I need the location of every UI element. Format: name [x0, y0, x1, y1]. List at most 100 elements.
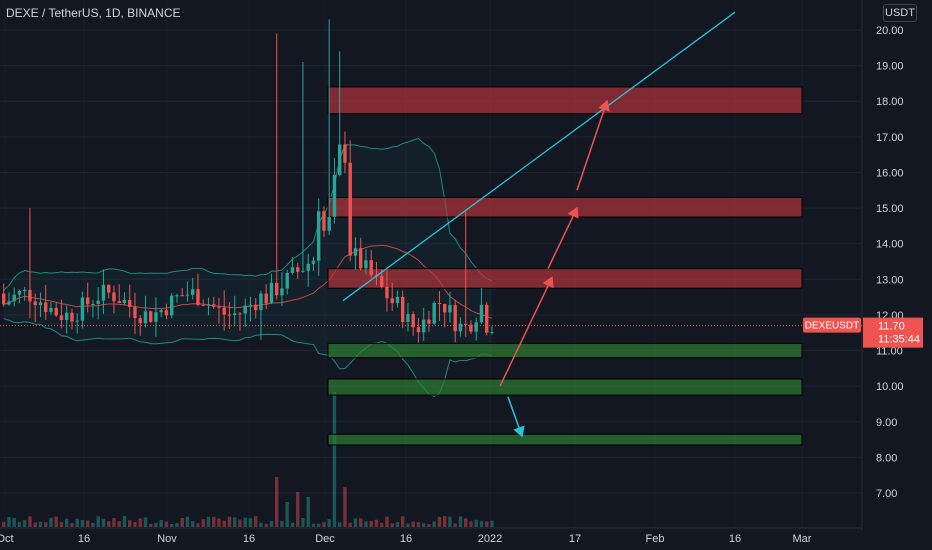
volume-bar: [453, 523, 457, 527]
candle-body: [180, 295, 184, 297]
volume-bar: [380, 522, 384, 527]
volume-bar: [474, 519, 478, 527]
candle-body: [227, 314, 232, 316]
y-tick-label: 20.00: [876, 25, 904, 37]
x-tick-label: Nov: [157, 533, 177, 545]
volume-bar: [264, 523, 268, 527]
volume-bar: [164, 521, 169, 527]
candle-body: [353, 248, 358, 256]
volume-bar: [332, 392, 337, 527]
candle-body: [390, 298, 394, 304]
volume-bar: [416, 522, 421, 527]
volume-bar: [12, 517, 16, 527]
x-tick-label: 16: [243, 533, 255, 545]
candle-body: [28, 289, 32, 302]
volume-bar: [306, 497, 310, 527]
candle-body: [159, 310, 163, 313]
volume-bar: [338, 522, 342, 527]
candle-body: [7, 301, 11, 305]
candle-body: [128, 300, 132, 308]
volume-bar: [2, 522, 6, 527]
volume-bar: [322, 522, 326, 527]
y-tick-label: 14.00: [876, 239, 904, 251]
candle-body: [479, 304, 484, 323]
volume-bar: [170, 523, 174, 527]
candle-body: [485, 304, 489, 333]
volume-bar: [196, 523, 200, 527]
projection-arrow: [547, 206, 579, 269]
x-tick-label: 2022: [478, 533, 502, 545]
candle-body: [290, 267, 295, 273]
candle-body: [322, 211, 326, 231]
candle-body: [327, 216, 331, 231]
candle-body: [91, 304, 95, 306]
candle-body: [474, 322, 478, 332]
volume-bar: [59, 522, 64, 527]
volume-bar: [201, 519, 205, 527]
volume-bar: [28, 516, 32, 527]
volume-bar: [269, 520, 274, 527]
candle-body: [101, 284, 106, 301]
candle-body: [154, 312, 158, 322]
downside-arrow: [507, 396, 525, 438]
candle-body: [191, 289, 195, 295]
middle-band: [3, 244, 493, 319]
candle-body: [201, 304, 205, 306]
volume-bar: [86, 520, 90, 527]
volume-bar: [248, 518, 253, 527]
candle-body: [112, 292, 116, 302]
volume-bar: [458, 516, 463, 527]
lower-band: [3, 318, 493, 398]
candle-body: [401, 296, 405, 322]
volume-bar: [343, 487, 347, 527]
volume-bar: [149, 523, 153, 527]
upper-band: [3, 137, 493, 291]
candle-body: [243, 305, 247, 314]
volume-bar: [154, 522, 158, 527]
volume-bars: [2, 392, 494, 527]
candlesticks: [2, 19, 494, 343]
candle-body: [448, 305, 452, 313]
annotations: [342, 11, 736, 438]
candle-body: [222, 307, 226, 315]
volume-bar: [327, 518, 331, 527]
candle-body: [238, 313, 242, 315]
candle-body: [212, 304, 216, 307]
volume-bar: [70, 523, 74, 527]
candle-body: [133, 307, 137, 319]
candle-body: [12, 294, 16, 302]
y-tick-label: 11.00: [876, 346, 903, 358]
candle-body: [254, 304, 258, 311]
y-tick-label: 13.00: [876, 274, 904, 286]
volume-bar: [217, 518, 221, 527]
chart-title: DEXE / TetherUS, 1D, BINANCE: [6, 6, 181, 20]
candle-body: [332, 174, 337, 217]
candle-body: [406, 314, 410, 322]
candle-body: [280, 288, 284, 296]
candle-body: [453, 305, 457, 332]
y-tick-label: 18.00: [876, 96, 904, 108]
volume-bar: [479, 521, 484, 527]
volume-bar: [296, 492, 300, 527]
symbol-tag-text: DEXEUSDT: [805, 321, 859, 332]
resistance-zone: [327, 196, 803, 218]
candle-body: [296, 267, 300, 272]
candle-body: [458, 323, 463, 332]
volume-bar: [222, 520, 226, 527]
volume-bar: [406, 523, 410, 527]
candle-body: [411, 314, 415, 328]
y-tick-label: 16.00: [876, 167, 904, 179]
candle-body: [175, 295, 179, 297]
volume-bar: [128, 520, 132, 527]
candle-body: [122, 300, 127, 303]
candle-body: [2, 293, 6, 305]
candle-body: [75, 320, 79, 322]
candle-body: [285, 272, 289, 289]
candle-body: [427, 319, 431, 324]
candle-body: [359, 248, 363, 269]
candle-body: [23, 289, 27, 291]
currency-button[interactable]: USDT: [883, 4, 917, 22]
volume-bar: [259, 522, 263, 527]
